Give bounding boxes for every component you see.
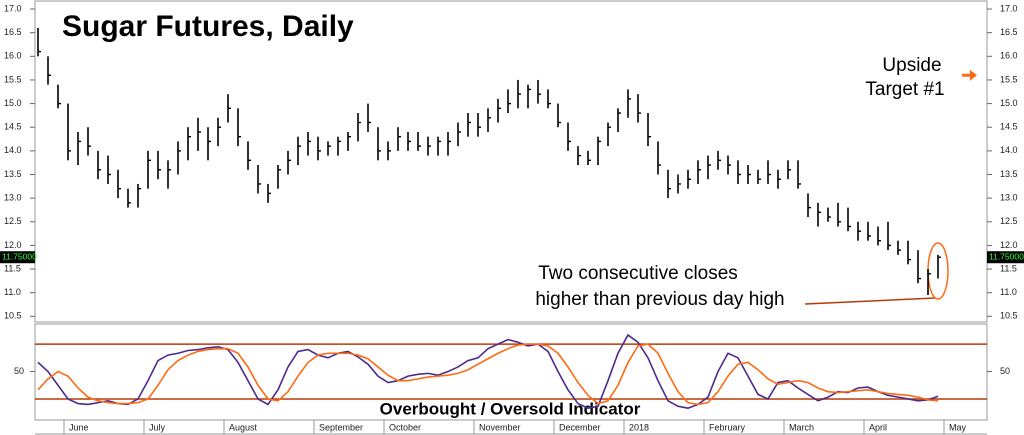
- y-tick-label: 50: [14, 366, 24, 376]
- y-tick-label: 50: [1000, 366, 1010, 376]
- y-tick-label: 10.5: [4, 311, 22, 321]
- y-tick-label: 16.0: [1000, 51, 1018, 61]
- annotation: higher than previous day high: [535, 289, 784, 310]
- x-tick-label: August: [229, 422, 258, 432]
- y-tick-label: 15.0: [4, 98, 22, 108]
- y-tick-label: 14.5: [4, 122, 22, 132]
- y-tick-label: 11.0: [4, 287, 21, 297]
- y-tick-label: 13.0: [1000, 193, 1018, 203]
- indicator-title: Overbought / Oversold Indicator: [380, 399, 641, 418]
- last-price-box: [0, 251, 35, 264]
- y-tick-label: 12.5: [1000, 216, 1018, 226]
- x-tick-label: 2018: [629, 422, 649, 432]
- y-tick-label: 11.5: [4, 263, 21, 273]
- y-tick-label: 17.0: [1000, 3, 1018, 13]
- annotation: Target #1: [865, 79, 944, 100]
- y-tick-label: 11.5: [1000, 263, 1017, 273]
- y-tick-label: 12.5: [4, 216, 22, 226]
- y-tick-label: 11.0: [1000, 287, 1017, 297]
- price-panel: [34, 0, 988, 323]
- last-price-label: 11.75000: [2, 251, 37, 261]
- annotation: Upside: [882, 55, 941, 76]
- x-tick-label: November: [479, 422, 521, 432]
- last-price-label: 11.75000: [989, 251, 1024, 261]
- chart-title: Sugar Futures, Daily: [62, 10, 354, 43]
- x-tick-label: October: [389, 422, 421, 432]
- y-tick-label: 15.5: [4, 74, 22, 84]
- y-tick-label: 15.0: [1000, 98, 1018, 108]
- annotation-line: [804, 297, 936, 305]
- y-tick-label: 14.0: [4, 145, 22, 155]
- x-tick-label: July: [149, 422, 166, 432]
- last-price-box: [987, 251, 1024, 264]
- target-arrow: [962, 69, 977, 81]
- indicator-line: [37, 333, 939, 409]
- x-tick-label: June: [69, 422, 89, 432]
- y-tick-label: 13.5: [1000, 169, 1018, 179]
- y-tick-label: 16.5: [1000, 27, 1018, 37]
- y-tick-label: 13.0: [4, 193, 22, 203]
- y-tick-label: 14.0: [1000, 145, 1018, 155]
- x-tick-label: April: [869, 422, 887, 432]
- y-tick-label: 16.5: [4, 27, 22, 37]
- x-tick-label: December: [559, 422, 601, 432]
- x-tick-label: May: [949, 422, 967, 432]
- y-tick-label: 12.0: [4, 240, 22, 250]
- y-tick-label: 13.5: [4, 169, 22, 179]
- y-tick-label: 17.0: [4, 3, 22, 13]
- annotation: Two consecutive closes: [538, 263, 738, 284]
- x-tick-label: March: [789, 422, 814, 432]
- y-tick-label: 14.5: [1000, 122, 1018, 132]
- indicator-line: [37, 343, 939, 406]
- x-tick-label: September: [319, 422, 363, 432]
- y-tick-label: 16.0: [4, 51, 22, 61]
- y-tick-label: 10.5: [1000, 311, 1018, 321]
- x-tick-label: February: [709, 422, 746, 432]
- y-tick-label: 12.0: [1000, 240, 1018, 250]
- y-tick-label: 15.5: [1000, 74, 1018, 84]
